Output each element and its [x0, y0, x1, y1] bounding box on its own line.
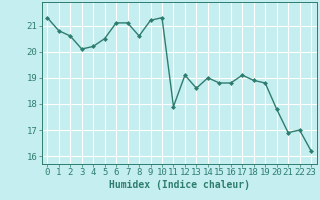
X-axis label: Humidex (Indice chaleur): Humidex (Indice chaleur): [109, 180, 250, 190]
